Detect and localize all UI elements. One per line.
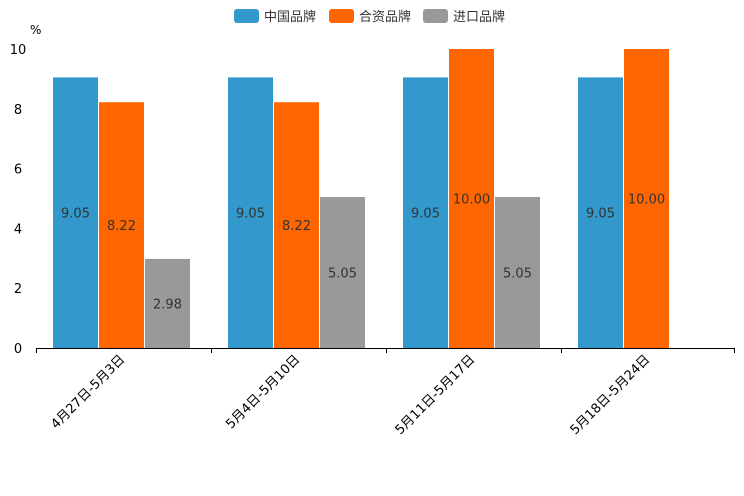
- bar-value-label: 8.22: [107, 219, 136, 234]
- bars: 9.05 8.22 2.98 9.05 8.22 5.05 9.05 10.00 5.05 9.0…: [53, 49, 669, 348]
- legend-swatch: [234, 9, 259, 23]
- bar: [228, 77, 273, 348]
- bar: [320, 197, 365, 348]
- bar: [624, 49, 669, 348]
- x-category-label: 5月18日-5月24日: [568, 352, 654, 438]
- bar-value-label: 9.05: [236, 207, 265, 222]
- legend-label: 合资品牌: [359, 9, 411, 25]
- legend-label: 中国品牌: [264, 9, 316, 25]
- bar-value-label: 10.00: [453, 193, 490, 208]
- y-tick-label: 0: [14, 342, 22, 357]
- x-category-label: 5月11日-5月17日: [393, 352, 479, 438]
- bar: [403, 77, 448, 348]
- bar-value-label: 9.05: [411, 207, 440, 222]
- x-category-label: 4月27日-5月3日: [48, 352, 128, 432]
- bar-value-label: 2.98: [153, 297, 182, 312]
- bar: [449, 49, 494, 348]
- y-tick-label: 2: [14, 282, 22, 297]
- bar: [53, 77, 98, 348]
- y-axis-unit-label: %: [30, 23, 41, 37]
- bar: [495, 197, 540, 348]
- y-tick-label: 6: [14, 163, 22, 178]
- x-axis-labels: 4月27日-5月3日 5月4日-5月10日 5月11日-5月17日 5月18日-5月2…: [48, 352, 653, 438]
- y-tick-label: 10: [10, 43, 27, 58]
- x-axis: [36, 348, 735, 353]
- y-tick-label: 8: [14, 103, 22, 118]
- bar-value-label: 5.05: [503, 267, 532, 282]
- bar: [145, 258, 190, 348]
- bar-value-label: 5.05: [328, 267, 357, 282]
- legend: 中国品牌 合资品牌 进口品牌: [234, 9, 505, 25]
- y-axis-ticks: 0 2 4 6 8 10: [10, 43, 27, 357]
- x-category-label: 5月4日-5月10日: [223, 352, 303, 432]
- bar-value-label: 9.05: [586, 207, 615, 222]
- bar: [274, 102, 319, 348]
- legend-label: 进口品牌: [453, 9, 505, 25]
- bar: [99, 102, 144, 348]
- legend-swatch: [329, 9, 354, 23]
- bar-value-label: 8.22: [282, 219, 311, 234]
- y-tick-label: 4: [14, 222, 22, 237]
- bar-value-label: 9.05: [61, 207, 90, 222]
- bar: [578, 77, 623, 348]
- legend-swatch: [423, 9, 448, 23]
- bar-value-label: 10.00: [628, 193, 665, 208]
